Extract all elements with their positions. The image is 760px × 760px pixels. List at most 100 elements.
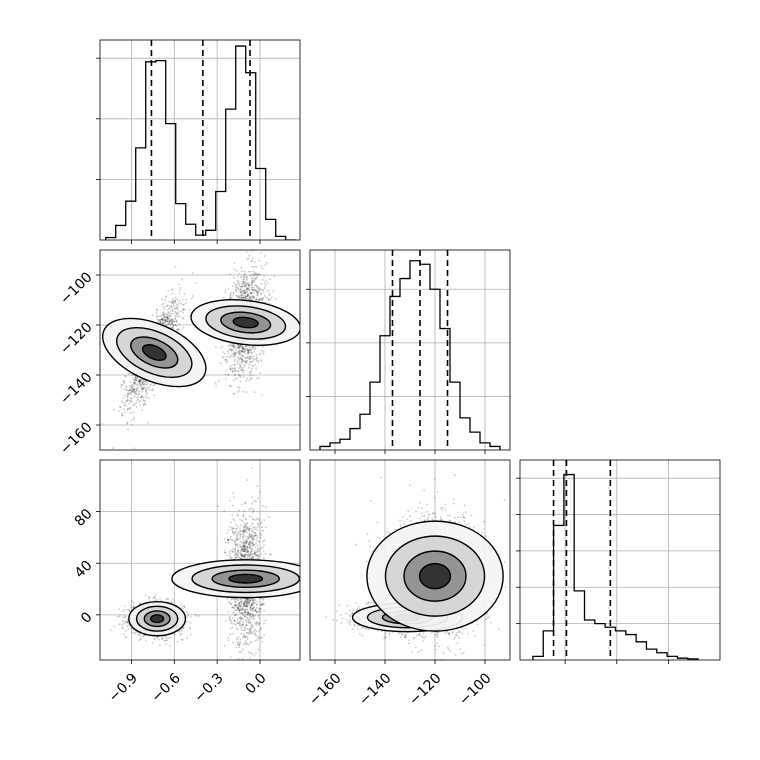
- param1-vs-param0-sample-point: [259, 353, 261, 356]
- param2-vs-param0-sample-point: [143, 634, 145, 637]
- param1-vs-param0-sample-point: [247, 284, 250, 286]
- param1-vs-param0-sample-point: [260, 359, 262, 361]
- param1-vs-param0-sample-point: [236, 295, 239, 297]
- param1-vs-param0-sample-point: [255, 273, 257, 276]
- param1-vs-param0-sample-point: [248, 254, 251, 257]
- param2-vs-param0-sample-point: [247, 554, 249, 557]
- param1-vs-param0-sample-point: [122, 401, 124, 404]
- param1-vs-param0-sample-point: [170, 319, 173, 322]
- param1-vs-param0-sample-point: [249, 284, 252, 287]
- param1-vs-param0-sample-point: [248, 363, 251, 366]
- param1-vs-param0-sample-point: [238, 352, 241, 355]
- param2-vs-param0-sample-point: [251, 598, 254, 601]
- param1-vs-param0-sample-point: [137, 380, 140, 383]
- param1-vs-param0-sample-point: [219, 346, 222, 349]
- param1-vs-param0-sample-point: [256, 294, 258, 297]
- param1-vs-param0-sample-point: [134, 379, 136, 382]
- param2-vs-param0-sample-point: [224, 620, 227, 622]
- param1-vs-param0-sample-point: [248, 356, 251, 358]
- param1-vs-param0-sample-point: [125, 388, 128, 391]
- param1-vs-param0-sample-point: [139, 399, 142, 402]
- param1-vs-param0-sample-point: [129, 397, 132, 400]
- param1-vs-param0-sample-point: [130, 391, 133, 394]
- param2-vs-param0-sample-point: [243, 530, 246, 533]
- param2-vs-param0-sample-point: [237, 549, 239, 552]
- param1-vs-param0-sample-point: [229, 296, 232, 299]
- param2-vs-param0-sample-point: [250, 534, 253, 537]
- param1-vs-param0-sample-point: [119, 406, 122, 408]
- param1-vs-param0-sample-point: [239, 293, 241, 296]
- param1-vs-param0-sample-point: [233, 367, 236, 369]
- param1-vs-param0-sample-point: [244, 273, 247, 275]
- param1-vs-param0-sample-point: [237, 282, 240, 285]
- param2-vs-param0-sample-point: [246, 605, 249, 608]
- param1-vs-param0-sample-point: [249, 295, 252, 298]
- param2-vs-param0-sample-point: [153, 638, 156, 641]
- param1-vs-param0-sample-point: [241, 346, 243, 349]
- param1-vs-param0-sample-point: [124, 385, 127, 388]
- param1-vs-param0-sample-point: [246, 288, 248, 291]
- param1-vs-param0-sample-point: [262, 291, 265, 293]
- param1-vs-param0-sample-point: [241, 285, 244, 288]
- param1-vs-param0-sample-point: [161, 318, 163, 321]
- param1-vs-param0-sample-point: [241, 283, 243, 285]
- param1-vs-param0-sample-point: [262, 351, 265, 353]
- param1-vs-param0-sample-point: [234, 363, 236, 366]
- param2-vs-param0-sample-point: [242, 531, 245, 533]
- param1-vs-param0-sample-point: [240, 288, 243, 291]
- param1-vs-param0-sample-point: [252, 273, 254, 275]
- param2-vs-param0-sample-point: [254, 614, 257, 617]
- param1-vs-param0-sample-point: [257, 359, 260, 362]
- param2-vs-param0-sample-point: [233, 604, 236, 607]
- param1-vs-param0-sample-point: [164, 320, 167, 323]
- param2-vs-param0-sample-point: [226, 541, 228, 544]
- param1-vs-param0-sample-point: [167, 316, 170, 319]
- param2-vs-param0-sample-point: [217, 505, 219, 508]
- param2-vs-param0-sample-point: [224, 645, 226, 647]
- param1-vs-param0-sample-point: [139, 383, 142, 386]
- param1-vs-param0-sample-point: [225, 361, 228, 364]
- param2-vs-param0-sample-point: [180, 604, 183, 606]
- param1-vs-param0-sample-point: [233, 367, 236, 370]
- param1-vs-param0-sample-point: [250, 281, 253, 284]
- param1-vs-param0-sample-point: [143, 380, 145, 383]
- param2-vs-param0-sample-point: [182, 607, 184, 610]
- param2-vs-param0-sample-point: [242, 624, 245, 626]
- param1-vs-param0-sample-point: [244, 284, 247, 287]
- param1-vs-param0-sample-point: [164, 319, 167, 322]
- param2-vs-param0-sample-point: [186, 616, 188, 619]
- param2-vs-param0-sample-point: [258, 622, 261, 625]
- param1-vs-param0-sample-point: [163, 316, 166, 319]
- param2-vs-param0-sample-point: [137, 633, 140, 636]
- param2-vs-param0-sample-point: [256, 526, 259, 529]
- param1-vs-param0-sample-point: [240, 297, 243, 299]
- param1-vs-param0-sample-point: [162, 319, 165, 321]
- param1-vs-param0-sample-point: [171, 309, 174, 312]
- param2-vs-param0-sample-point: [254, 628, 256, 631]
- param1-vs-param0-sample-point: [241, 346, 244, 348]
- param1-vs-param0-sample-point: [249, 275, 252, 277]
- param1-vs-param0-sample-point: [138, 381, 141, 384]
- param1-vs-param0-sample-point: [141, 396, 144, 398]
- param1-vs-param0-sample-point: [224, 359, 226, 361]
- param1-vs-param0-sample-point: [231, 285, 234, 287]
- param2-vs-param0-sample-point: [243, 532, 246, 535]
- param1-vs-param0-sample-point: [132, 391, 134, 393]
- param1-vs-param0-sample-point: [245, 277, 248, 280]
- param1-vs-param0-sample-point: [234, 345, 236, 347]
- param1-vs-param0-sample-point: [245, 292, 247, 295]
- param1-vs-param0-sample-point: [227, 374, 230, 376]
- param1-vs-param0-sample-point: [232, 291, 235, 294]
- param1-vs-param0-sample-point: [141, 394, 143, 397]
- param1-vs-param0-sample-point: [229, 294, 232, 297]
- param2-vs-param0-sample-point: [245, 535, 247, 538]
- param1-vs-param0-sample-point: [244, 352, 246, 354]
- param1-vs-param0-sample-point: [254, 271, 257, 274]
- param1-vs-param0-sample-point: [235, 289, 237, 292]
- param1-vs-param0-sample-point: [233, 353, 236, 356]
- param2-vs-param0-sample-point: [250, 616, 253, 618]
- param1-vs-param0-sample-point: [241, 347, 244, 350]
- param1-vs-param0-sample-point: [245, 296, 248, 299]
- param2-vs-param0-sample-point: [231, 617, 234, 619]
- param1-vs-param0-sample-point: [242, 347, 245, 350]
